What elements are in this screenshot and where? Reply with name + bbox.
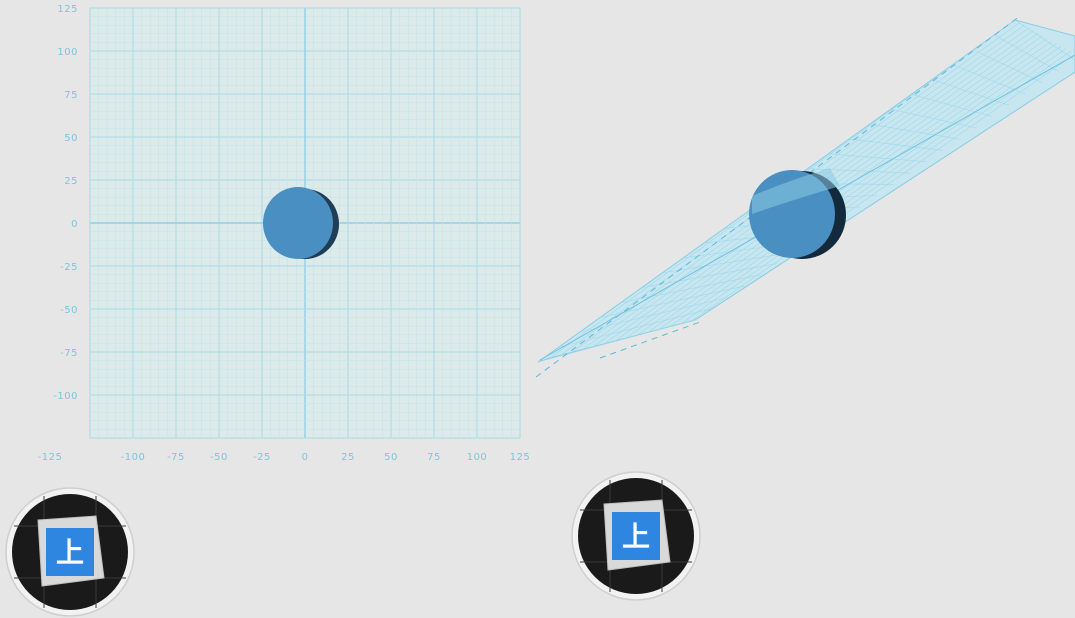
x-tick-label: -50 (210, 452, 228, 463)
x-tick-label: -100 (121, 452, 146, 463)
view-cube-right[interactable]: 上 (570, 470, 702, 602)
y-tick-label: 50 (64, 133, 78, 144)
x-tick-label: -25 (253, 452, 271, 463)
x-tick-label: 50 (384, 452, 398, 463)
y-tick-label: 75 (64, 90, 78, 101)
y-tick-label: 125 (57, 4, 78, 15)
x-tick-label: 0 (302, 452, 309, 463)
view-cube-face-label: 上 (56, 536, 84, 569)
x-axis-tick-labels: -125 -100 -75 -50 -25 0 25 50 75 100 125 (38, 452, 531, 463)
y-tick-label: 0 (71, 219, 78, 230)
x-tick-label: -125 (38, 452, 63, 463)
grid-lines (89, 7, 521, 439)
y-tick-label: -50 (60, 305, 78, 316)
y-tick-label: -75 (60, 348, 78, 359)
y-tick-label: -25 (60, 262, 78, 273)
x-tick-label: 25 (341, 452, 355, 463)
cylinder-object-3d[interactable] (749, 168, 846, 259)
x-tick-label: 100 (467, 452, 488, 463)
cylinder-top-face (263, 187, 333, 259)
x-tick-label: -75 (167, 452, 185, 463)
cylinder-object[interactable] (263, 187, 339, 259)
y-axis-tick-labels: 125 100 75 50 25 0 -25 -50 -75 -100 (53, 4, 78, 402)
y-tick-label: 100 (57, 47, 78, 58)
x-tick-label: 125 (510, 452, 531, 463)
view-cube-face-label: 上 (622, 520, 650, 553)
view-cube-top-face[interactable] (46, 528, 94, 576)
perspective-view[interactable] (530, 0, 1075, 420)
y-tick-label: 25 (64, 176, 78, 187)
y-tick-label: -100 (53, 391, 78, 402)
x-tick-label: 75 (427, 452, 441, 463)
top-view-grid[interactable]: -125 -100 -75 -50 -25 0 25 50 75 100 125 125 100 75 5… (0, 0, 540, 470)
view-cube-top-face[interactable] (612, 512, 660, 560)
view-cube-left[interactable]: 上 (4, 486, 136, 618)
